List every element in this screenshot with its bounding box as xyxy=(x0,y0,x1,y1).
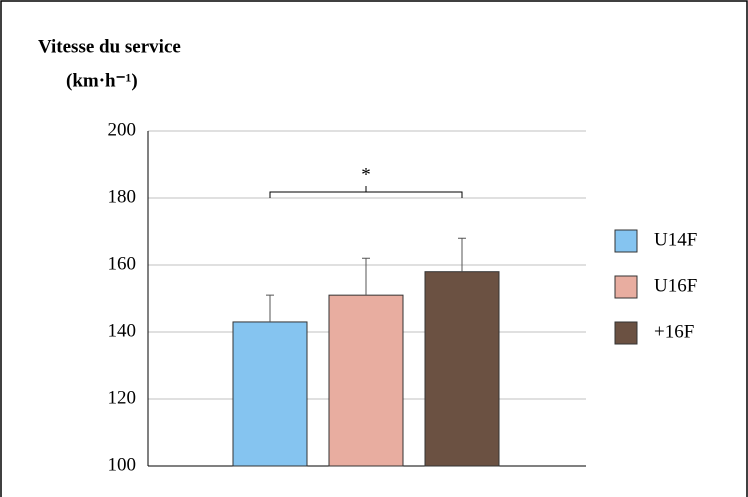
chart-title: Vitesse du service xyxy=(38,36,181,57)
legend-label: +16F xyxy=(654,321,694,342)
bar xyxy=(424,271,500,467)
legend-swatch xyxy=(614,229,638,253)
y-axis-label: (km·h⁻¹) xyxy=(66,70,138,91)
y-tick-label: 200 xyxy=(108,119,137,140)
annotation: * xyxy=(361,164,371,185)
error-bar xyxy=(266,294,274,322)
bar xyxy=(232,321,308,467)
y-tick-label: 140 xyxy=(108,320,137,341)
legend-swatch xyxy=(614,275,638,299)
error-bar xyxy=(458,237,466,272)
y-tick-label: 180 xyxy=(108,186,137,207)
y-tick-label: 160 xyxy=(108,253,137,274)
y-tick-label: 100 xyxy=(108,454,137,475)
legend-swatch xyxy=(614,321,638,345)
y-tick-label: 120 xyxy=(108,387,137,408)
legend-label: U16F xyxy=(654,275,697,296)
significance-bracket xyxy=(269,186,463,198)
legend-label: U14F xyxy=(654,229,697,250)
bar xyxy=(328,294,404,467)
error-bar xyxy=(362,257,370,296)
